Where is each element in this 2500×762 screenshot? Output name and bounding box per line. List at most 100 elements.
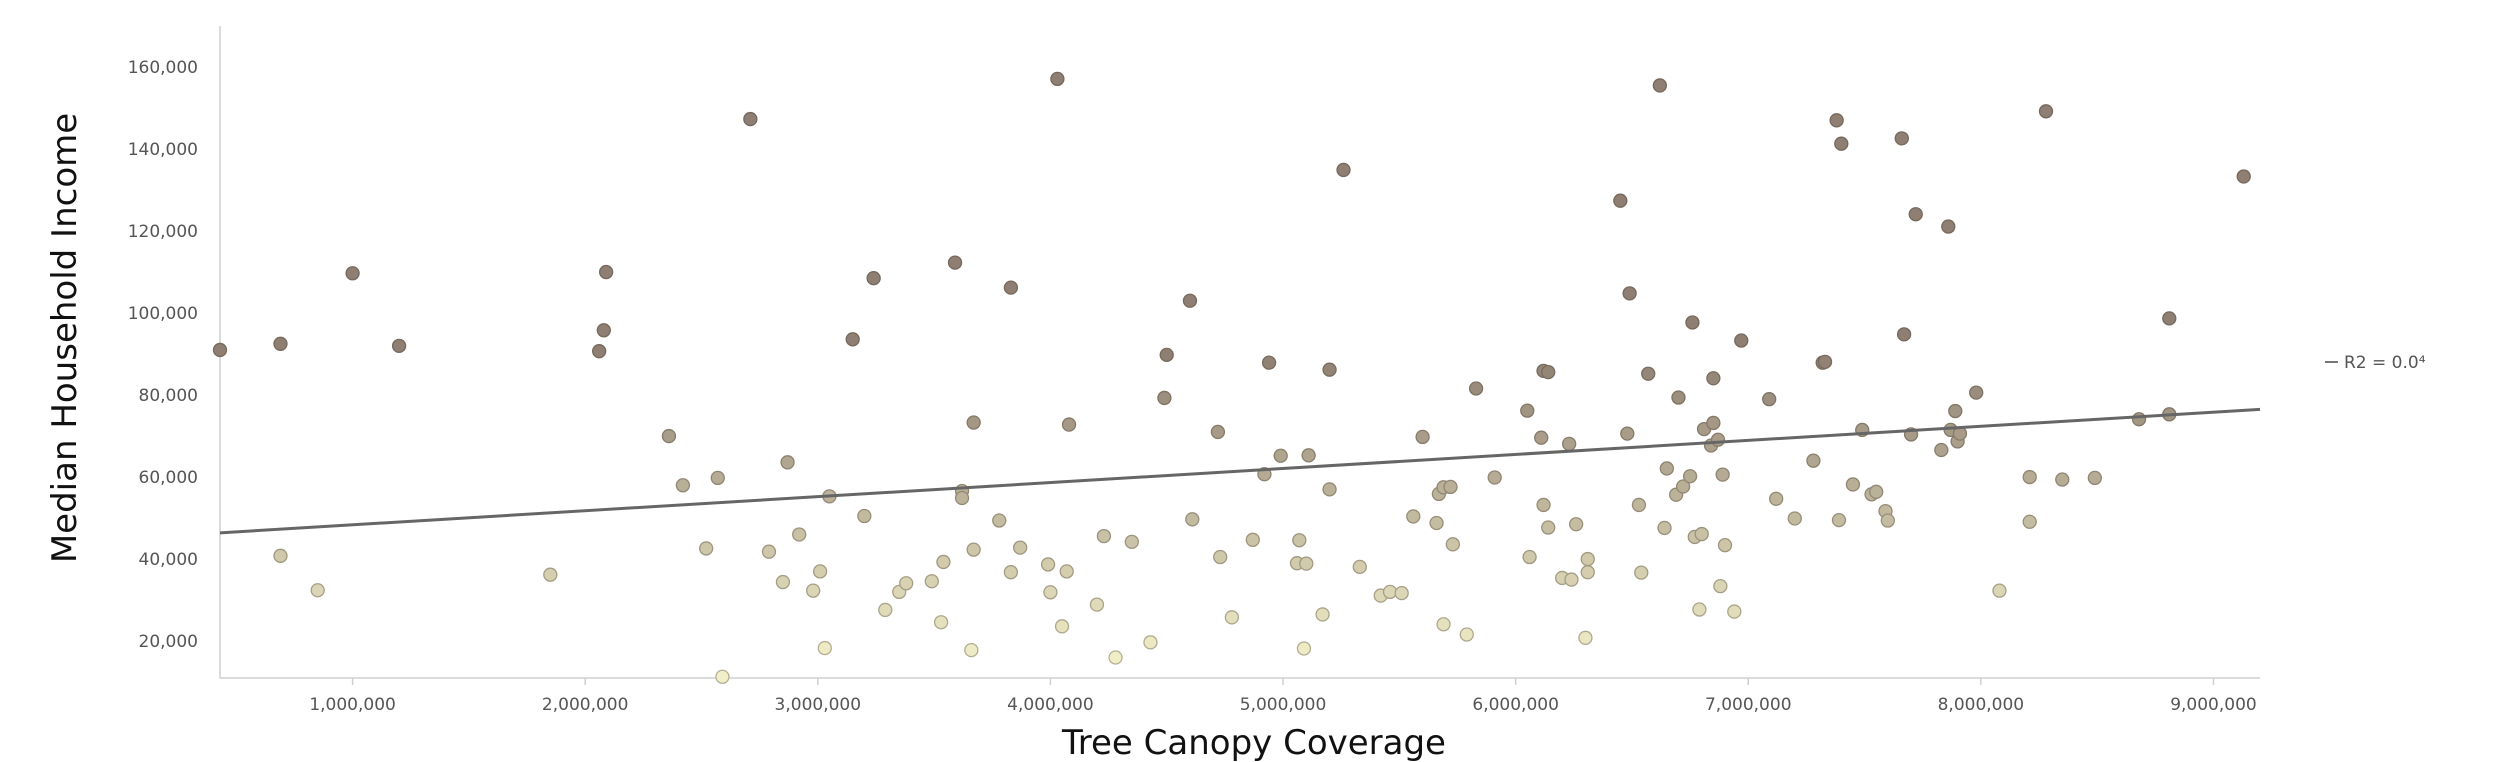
data-point — [1934, 442, 1949, 458]
data-point — [1762, 392, 1777, 407]
data-point — [966, 542, 981, 557]
data-point — [1622, 286, 1637, 301]
data-point — [1652, 78, 1668, 93]
data-point — [1568, 517, 1584, 532]
data-point — [1089, 597, 1105, 612]
data-point — [1336, 162, 1351, 178]
data-point — [273, 336, 288, 351]
data-point — [812, 564, 828, 579]
y-tick-label: 100,000 — [128, 304, 198, 324]
data-point — [1159, 347, 1174, 363]
y-tick-label: 80,000 — [139, 386, 198, 406]
data-point — [1443, 479, 1458, 495]
x-ticks: 1,000,000 2,000,000 3,000,000 4,000,000 5,00… — [309, 678, 2257, 715]
data-point — [933, 615, 949, 630]
data-point — [936, 554, 951, 570]
data-point — [1869, 484, 1884, 499]
x-tick-label: 5,000,000 — [1240, 695, 1327, 715]
data-point — [1671, 390, 1686, 405]
data-point — [924, 574, 939, 589]
data-point — [675, 478, 691, 493]
y-tick-label: 120,000 — [128, 222, 198, 242]
y-tick-label: 20,000 — [139, 632, 198, 652]
data-point — [743, 111, 758, 127]
data-point — [1806, 453, 1821, 468]
data-point — [1054, 619, 1070, 634]
data-point — [1352, 559, 1367, 575]
data-point — [1013, 540, 1028, 555]
data-point — [1468, 381, 1484, 396]
data-point — [1157, 390, 1172, 406]
data-point — [1534, 430, 1549, 445]
data-points — [212, 71, 2251, 684]
data-point — [1406, 509, 1421, 524]
data-point — [866, 271, 881, 286]
data-point — [1685, 315, 1700, 330]
data-point — [543, 567, 558, 582]
data-point — [1734, 333, 1749, 348]
data-point — [806, 583, 821, 598]
data-point — [1459, 627, 1474, 642]
data-point — [1894, 131, 1909, 146]
y-tick-label: 60,000 — [139, 468, 198, 488]
data-point — [1436, 617, 1451, 632]
data-point — [1715, 467, 1730, 482]
data-point — [1580, 551, 1595, 567]
x-tick-label: 3,000,000 — [775, 695, 862, 715]
data-point — [2022, 514, 2037, 529]
data-point — [964, 642, 979, 658]
data-point — [1182, 293, 1198, 308]
data-point — [1787, 511, 1802, 526]
trendline — [219, 407, 2261, 535]
data-point — [1429, 515, 1444, 531]
data-point — [780, 455, 795, 470]
data-point — [2236, 169, 2251, 184]
x-tick-label: 1,000,000 — [309, 695, 396, 715]
data-point — [1992, 583, 2007, 598]
data-point — [1769, 491, 1784, 506]
x-tick-label: 9,000,000 — [2170, 695, 2257, 715]
data-point — [1948, 403, 1963, 419]
data-point — [1108, 650, 1123, 665]
data-point — [1941, 219, 1956, 234]
data-point — [817, 640, 832, 656]
data-point — [1301, 448, 1316, 463]
data-point — [1969, 385, 1984, 400]
data-point — [1224, 610, 1240, 625]
data-point — [1896, 327, 1912, 342]
x-tick-label: 8,000,000 — [1938, 695, 2025, 715]
axes — [219, 26, 2260, 679]
data-point — [1580, 565, 1595, 580]
data-point — [1564, 572, 1579, 587]
data-point — [1487, 470, 1502, 485]
data-point — [1831, 512, 1847, 528]
data-point — [1541, 520, 1556, 535]
data-point — [391, 338, 407, 353]
data-point — [1561, 436, 1577, 452]
data-point — [1003, 565, 1019, 580]
data-point — [2055, 472, 2070, 487]
data-point — [2038, 104, 2054, 119]
data-point — [310, 583, 325, 598]
data-point — [1296, 641, 1312, 656]
data-point — [1620, 426, 1635, 441]
data-point — [1273, 448, 1288, 463]
data-point — [1261, 355, 1277, 370]
data-point — [592, 344, 607, 359]
x-axis-title: Tree Canopy Coverage — [1061, 723, 1446, 762]
data-point — [1817, 354, 1833, 369]
data-point — [1641, 366, 1656, 381]
data-point — [1727, 604, 1742, 619]
data-point — [1522, 549, 1537, 565]
y-tick-label: 140,000 — [128, 140, 198, 160]
data-point — [1213, 549, 1228, 565]
data-point — [1520, 403, 1535, 418]
data-point — [1845, 477, 1861, 492]
data-point — [596, 323, 611, 338]
data-point — [661, 428, 677, 444]
data-point — [1675, 479, 1691, 494]
data-point — [1059, 564, 1074, 579]
y-tick-label: 160,000 — [128, 58, 198, 78]
data-point — [1394, 585, 1409, 601]
